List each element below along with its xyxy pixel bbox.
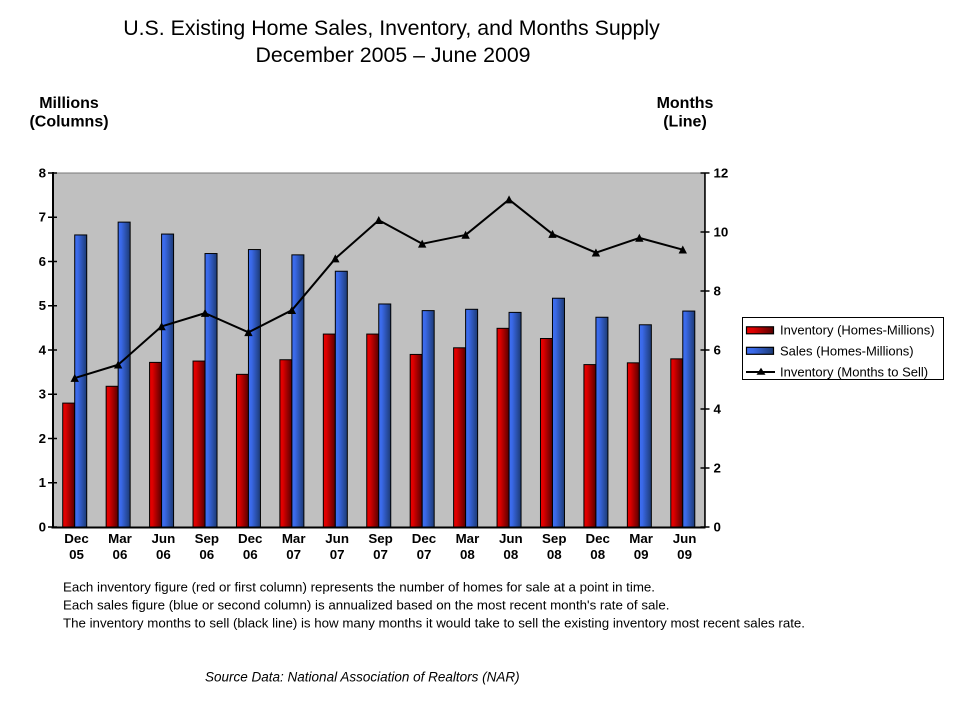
svg-text:Each inventory figure (red or: Each inventory figure (red or first colu… bbox=[63, 580, 655, 595]
svg-text:(Line): (Line) bbox=[663, 114, 707, 131]
svg-text:Dec: Dec bbox=[238, 531, 263, 546]
svg-text:Sep: Sep bbox=[542, 531, 566, 546]
svg-text:Sep: Sep bbox=[195, 531, 219, 546]
svg-text:Months: Months bbox=[657, 95, 714, 112]
svg-text:(Columns): (Columns) bbox=[29, 114, 108, 131]
svg-text:Inventory (Homes-Millions): Inventory (Homes-Millions) bbox=[780, 322, 935, 337]
svg-text:Dec: Dec bbox=[585, 531, 610, 546]
svg-text:3: 3 bbox=[39, 387, 46, 402]
svg-text:09: 09 bbox=[677, 547, 692, 562]
svg-text:Jun: Jun bbox=[325, 531, 349, 546]
svg-text:07: 07 bbox=[330, 547, 345, 562]
svg-text:U.S. Existing Home Sales, Inve: U.S. Existing Home Sales, Inventory, and… bbox=[123, 16, 660, 40]
svg-text:6: 6 bbox=[714, 342, 721, 357]
svg-text:08: 08 bbox=[460, 547, 475, 562]
svg-text:December 2005 – June 2009: December 2005 – June 2009 bbox=[255, 43, 530, 67]
svg-text:08: 08 bbox=[503, 547, 518, 562]
svg-text:Dec: Dec bbox=[64, 531, 89, 546]
svg-text:07: 07 bbox=[286, 547, 301, 562]
svg-text:The inventory months to sell (: The inventory months to sell (black line… bbox=[63, 616, 805, 631]
svg-text:2: 2 bbox=[714, 460, 721, 475]
svg-text:08: 08 bbox=[590, 547, 605, 562]
svg-text:06: 06 bbox=[156, 547, 171, 562]
svg-text:Mar: Mar bbox=[282, 531, 306, 546]
svg-text:8: 8 bbox=[714, 283, 721, 298]
svg-text:1: 1 bbox=[39, 475, 47, 490]
svg-text:Sales (Homes-Millions): Sales (Homes-Millions) bbox=[780, 344, 914, 359]
svg-text:4: 4 bbox=[39, 342, 47, 357]
svg-text:Source Data: National Associat: Source Data: National Association of Rea… bbox=[205, 670, 520, 685]
svg-text:7: 7 bbox=[39, 210, 46, 225]
svg-text:07: 07 bbox=[417, 547, 432, 562]
svg-text:Mar: Mar bbox=[108, 531, 132, 546]
svg-text:Dec: Dec bbox=[412, 531, 437, 546]
svg-text:Jun: Jun bbox=[673, 531, 697, 546]
svg-text:0: 0 bbox=[39, 519, 46, 534]
svg-text:Mar: Mar bbox=[456, 531, 480, 546]
svg-text:06: 06 bbox=[199, 547, 214, 562]
svg-text:5: 5 bbox=[39, 298, 47, 313]
svg-text:Mar: Mar bbox=[629, 531, 653, 546]
svg-text:09: 09 bbox=[634, 547, 649, 562]
svg-text:Millions: Millions bbox=[39, 95, 99, 112]
svg-text:8: 8 bbox=[39, 165, 46, 180]
svg-text:4: 4 bbox=[714, 401, 722, 416]
svg-text:6: 6 bbox=[39, 254, 46, 269]
svg-text:Jun: Jun bbox=[152, 531, 176, 546]
svg-text:10: 10 bbox=[714, 224, 729, 239]
svg-text:06: 06 bbox=[243, 547, 258, 562]
svg-text:06: 06 bbox=[113, 547, 128, 562]
svg-text:08: 08 bbox=[547, 547, 562, 562]
svg-text:2: 2 bbox=[39, 431, 46, 446]
svg-text:07: 07 bbox=[373, 547, 388, 562]
svg-text:Each sales figure (blue or sec: Each sales figure (blue or second column… bbox=[63, 598, 669, 613]
svg-text:Sep: Sep bbox=[368, 531, 392, 546]
svg-text:Jun: Jun bbox=[499, 531, 523, 546]
svg-text:12: 12 bbox=[714, 165, 729, 180]
svg-text:Inventory (Months to Sell): Inventory (Months to Sell) bbox=[780, 364, 928, 379]
svg-text:0: 0 bbox=[714, 519, 721, 534]
svg-text:05: 05 bbox=[69, 547, 84, 562]
